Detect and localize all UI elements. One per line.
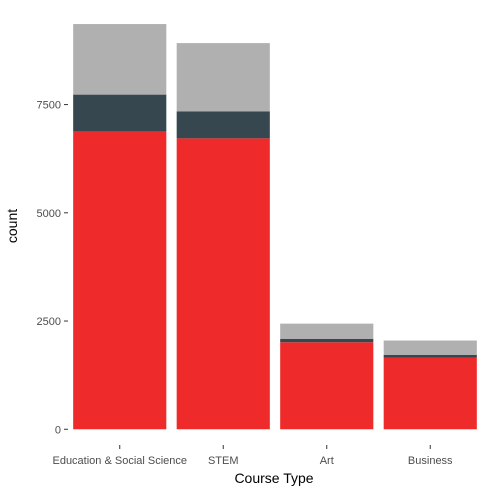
bar-segment	[73, 131, 167, 430]
x-axis: Education & Social Science STEM Art Busines…	[52, 445, 453, 467]
bar-segment	[383, 354, 477, 358]
bar-segment	[280, 338, 374, 343]
y-tick-label: 0	[55, 424, 61, 436]
bar-segment	[280, 342, 374, 430]
bar-segment	[73, 24, 167, 95]
bar-segment	[73, 94, 167, 132]
y-tick-label: 2500	[37, 316, 61, 328]
bar-segment	[280, 323, 374, 339]
y-tick-label: 5000	[37, 208, 61, 220]
bar-segment	[176, 43, 270, 112]
bar-segment	[176, 111, 270, 139]
x-axis-title: Course Type	[234, 470, 313, 486]
y-tick-label: 7500	[37, 100, 61, 112]
y-axis: 0 2500 5000 7500	[37, 100, 68, 436]
bars	[73, 24, 477, 430]
x-tick-label: Business	[408, 455, 453, 467]
bar-segment	[176, 138, 270, 430]
x-tick-label: Art	[320, 455, 334, 467]
bar-segment	[383, 357, 477, 430]
bar-segment	[383, 340, 477, 355]
x-tick-label: STEM	[208, 455, 239, 467]
x-tick-label: Education & Social Science	[52, 455, 187, 467]
y-axis-title: count	[4, 209, 20, 243]
